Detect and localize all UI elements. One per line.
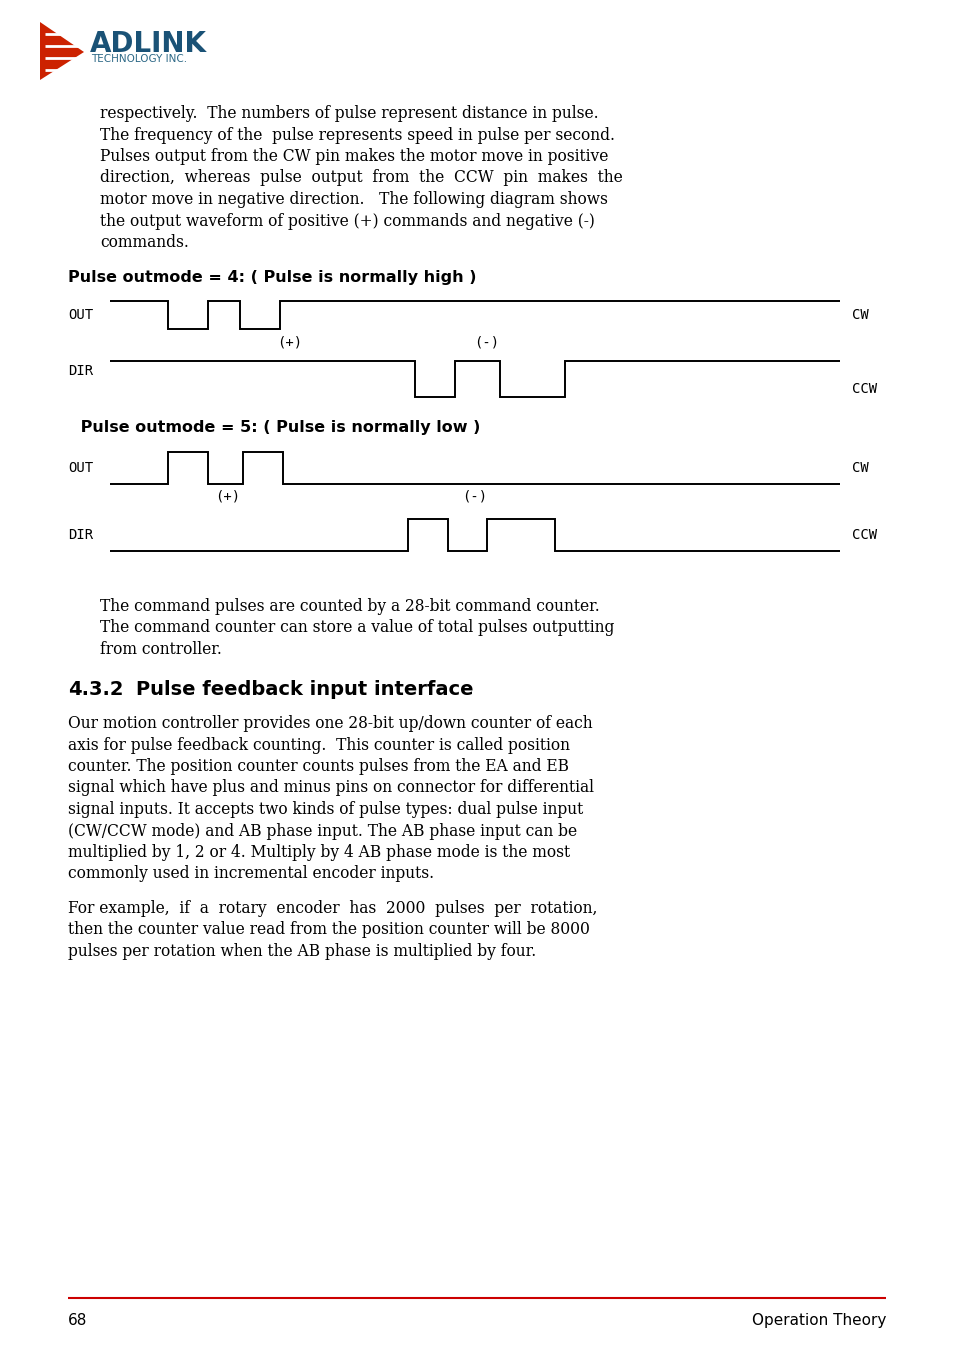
- Polygon shape: [40, 22, 84, 80]
- Text: CW: CW: [851, 308, 868, 322]
- Text: The command counter can store a value of total pulses outputting: The command counter can store a value of…: [100, 619, 614, 637]
- Text: CCW: CCW: [851, 529, 876, 542]
- Text: The frequency of the  pulse represents speed in pulse per second.: The frequency of the pulse represents sp…: [100, 127, 615, 143]
- Text: commands.: commands.: [100, 234, 189, 251]
- Text: 4.3.2: 4.3.2: [68, 680, 123, 699]
- Text: DIR: DIR: [68, 529, 93, 542]
- Text: respectively.  The numbers of pulse represent distance in pulse.: respectively. The numbers of pulse repre…: [100, 105, 598, 122]
- Text: 68: 68: [68, 1313, 88, 1328]
- Text: the output waveform of positive (+) commands and negative (-): the output waveform of positive (+) comm…: [100, 212, 595, 230]
- Text: OUT: OUT: [68, 308, 93, 322]
- Text: counter. The position counter counts pulses from the EA and EB: counter. The position counter counts pul…: [68, 758, 568, 775]
- Text: from controller.: from controller.: [100, 641, 222, 658]
- Text: Operation Theory: Operation Theory: [751, 1313, 885, 1328]
- Text: Pulse outmode = 5: ( Pulse is normally low ): Pulse outmode = 5: ( Pulse is normally l…: [75, 420, 480, 435]
- Text: (+): (+): [215, 489, 240, 504]
- Text: (-): (-): [462, 489, 487, 504]
- Text: axis for pulse feedback counting.  This counter is called position: axis for pulse feedback counting. This c…: [68, 737, 569, 753]
- Text: ADLINK: ADLINK: [90, 30, 207, 58]
- Text: (+): (+): [277, 337, 302, 350]
- Text: (-): (-): [474, 337, 499, 350]
- Text: OUT: OUT: [68, 461, 93, 475]
- Text: Pulse outmode = 4: ( Pulse is normally high ): Pulse outmode = 4: ( Pulse is normally h…: [68, 270, 476, 285]
- Text: multiplied by 1, 2 or 4. Multiply by 4 AB phase mode is the most: multiplied by 1, 2 or 4. Multiply by 4 A…: [68, 844, 570, 861]
- Text: CCW: CCW: [851, 383, 876, 396]
- Text: Pulses output from the CW pin makes the motor move in positive: Pulses output from the CW pin makes the …: [100, 147, 608, 165]
- Text: TECHNOLOGY INC.: TECHNOLOGY INC.: [91, 54, 187, 64]
- Text: signal inputs. It accepts two kinds of pulse types: dual pulse input: signal inputs. It accepts two kinds of p…: [68, 800, 582, 818]
- Text: For example,  if  a  rotary  encoder  has  2000  pulses  per  rotation,: For example, if a rotary encoder has 200…: [68, 900, 597, 917]
- Text: then the counter value read from the position counter will be 8000: then the counter value read from the pos…: [68, 922, 589, 938]
- Text: Pulse feedback input interface: Pulse feedback input interface: [136, 680, 473, 699]
- Text: signal which have plus and minus pins on connector for differential: signal which have plus and minus pins on…: [68, 780, 594, 796]
- Text: DIR: DIR: [68, 364, 93, 379]
- Text: Our motion controller provides one 28-bit up/down counter of each: Our motion controller provides one 28-bi…: [68, 715, 592, 731]
- Text: direction,  whereas  pulse  output  from  the  CCW  pin  makes  the: direction, whereas pulse output from the…: [100, 169, 622, 187]
- Text: (CW/CCW mode) and AB phase input. The AB phase input can be: (CW/CCW mode) and AB phase input. The AB…: [68, 822, 577, 840]
- Text: commonly used in incremental encoder inputs.: commonly used in incremental encoder inp…: [68, 865, 434, 883]
- Text: CW: CW: [851, 461, 868, 475]
- Text: The command pulses are counted by a 28-bit command counter.: The command pulses are counted by a 28-b…: [100, 598, 599, 615]
- Text: motor move in negative direction.   The following diagram shows: motor move in negative direction. The fo…: [100, 191, 607, 208]
- Text: pulses per rotation when the AB phase is multiplied by four.: pulses per rotation when the AB phase is…: [68, 942, 536, 960]
